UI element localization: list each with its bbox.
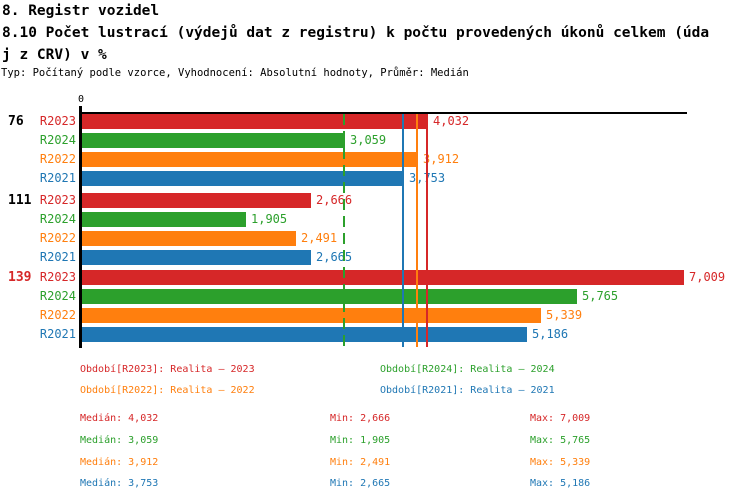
group-label-76: 76 <box>8 114 24 129</box>
legend-item-r2024: Období[R2024]: Realita – 2024 <box>380 364 555 375</box>
chart-title-line2: j z CRV) v % <box>2 47 107 63</box>
value-label-r2022-g1: 2,491 <box>301 231 338 245</box>
y-axis-line <box>79 106 82 348</box>
series-label-r2023: R2023 <box>39 114 76 128</box>
value-label-r2021-g2: 5,186 <box>532 327 569 341</box>
bar-row: R2022 2,491 <box>0 231 750 246</box>
bar-row: R2021 5,186 <box>0 327 750 342</box>
bar-r2024-g0 <box>82 133 345 148</box>
series-label-r2021: R2021 <box>39 171 76 185</box>
series-label-r2024: R2024 <box>39 289 76 303</box>
value-label-r2023-g2: 7,009 <box>689 270 726 284</box>
stat-min-r2023: Min: 2,666 <box>330 413 391 424</box>
bar-row: R2021 2,665 <box>0 250 750 265</box>
bar-r2022-g2 <box>82 308 541 323</box>
series-label-r2022: R2022 <box>39 231 76 245</box>
bar-row: R2021 3,753 <box>0 171 750 186</box>
stat-median-r2022: Medián: 3,912 <box>80 457 159 468</box>
median-line-r2022 <box>416 114 418 347</box>
bar-r2021-g1 <box>82 250 311 265</box>
median-line-r2023 <box>426 114 428 347</box>
series-label-r2022: R2022 <box>39 152 76 166</box>
bar-r2022-g0 <box>82 152 418 167</box>
series-label-r2024: R2024 <box>39 212 76 226</box>
bar-r2023-g1 <box>82 193 311 208</box>
value-label-r2021-g1: 2,665 <box>316 250 353 264</box>
legend-item-r2021: Období[R2021]: Realita – 2021 <box>380 385 555 396</box>
legend-item-r2023: Období[R2023]: Realita – 2023 <box>80 364 255 375</box>
bar-r2023-g0 <box>82 114 428 129</box>
report-section-title: 8. Registr vozidel <box>2 3 160 19</box>
bar-row: R2023 2,666 <box>0 193 750 208</box>
series-label-r2023: R2023 <box>39 193 76 207</box>
stat-max-r2021: Max: 5,186 <box>530 478 591 489</box>
series-label-r2023: R2023 <box>39 270 76 284</box>
value-label-r2023-g0: 4,032 <box>433 114 470 128</box>
stat-max-r2022: Max: 5,339 <box>530 457 591 468</box>
group-label-111: 111 <box>8 193 32 208</box>
x-axis-zero-tick-label: 0 <box>77 94 85 105</box>
value-label-r2024-g2: 5,765 <box>582 289 619 303</box>
bar-r2022-g1 <box>82 231 296 246</box>
stat-max-r2024: Max: 5,765 <box>530 435 591 446</box>
series-label-r2022: R2022 <box>39 308 76 322</box>
value-label-r2024-g1: 1,905 <box>251 212 288 226</box>
value-label-r2024-g0: 3,059 <box>350 133 387 147</box>
bar-r2021-g0 <box>82 171 404 186</box>
value-label-r2023-g1: 2,666 <box>316 193 353 207</box>
bar-row: R2024 1,905 <box>0 212 750 227</box>
bar-row: R2022 3,912 <box>0 152 750 167</box>
series-label-r2021: R2021 <box>39 327 76 341</box>
x-axis-line <box>79 112 687 114</box>
stat-min-r2022: Min: 2,491 <box>330 457 391 468</box>
stat-median-r2024: Medián: 3,059 <box>80 435 159 446</box>
stat-median-r2021: Medián: 3,753 <box>80 478 159 489</box>
bar-r2023-g2 <box>82 270 684 285</box>
stat-min-r2024: Min: 1,905 <box>330 435 391 446</box>
median-line-r2024 <box>343 114 345 347</box>
chart-subtitle: Typ: Počítaný podle vzorce, Vyhodnocení:… <box>1 67 469 79</box>
bar-r2024-g1 <box>82 212 246 227</box>
bar-row: R2022 5,339 <box>0 308 750 323</box>
stat-max-r2023: Max: 7,009 <box>530 413 591 424</box>
bar-row: R2024 5,765 <box>0 289 750 304</box>
bar-row: R2024 3,059 <box>0 133 750 148</box>
series-label-r2021: R2021 <box>39 250 76 264</box>
bar-r2024-g2 <box>82 289 577 304</box>
stat-min-r2021: Min: 2,665 <box>330 478 391 489</box>
stat-median-r2023: Medián: 4,032 <box>80 413 159 424</box>
chart-title-line1: 8.10 Počet lustrací (výdejů dat z regist… <box>2 25 710 41</box>
value-label-r2022-g2: 5,339 <box>546 308 583 322</box>
bar-r2021-g2 <box>82 327 527 342</box>
value-label-r2022-g0: 3,912 <box>423 152 460 166</box>
series-label-r2024: R2024 <box>39 133 76 147</box>
median-line-r2021 <box>402 114 404 347</box>
bar-row: R2023 7,009 <box>0 270 750 285</box>
legend-item-r2022: Období[R2022]: Realita – 2022 <box>80 385 255 396</box>
bar-row: R2023 4,032 <box>0 114 750 129</box>
group-label-139: 139 <box>8 270 32 285</box>
